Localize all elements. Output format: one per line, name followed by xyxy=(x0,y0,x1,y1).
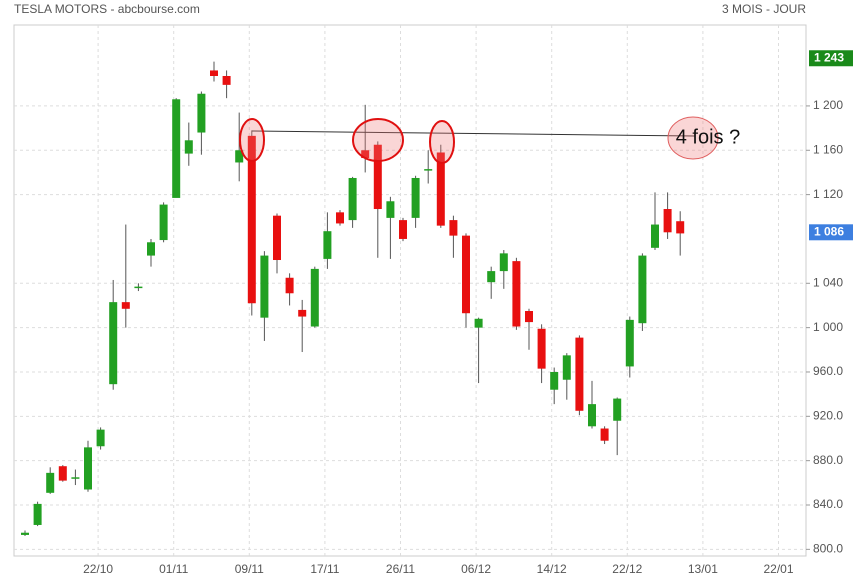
candle-body xyxy=(462,235,470,314)
y-tick-label: 1 120 xyxy=(813,187,843,201)
candle-body xyxy=(33,503,42,525)
candle-body xyxy=(512,261,521,327)
price-marker-label: 1 086 xyxy=(814,224,844,238)
candle-body xyxy=(348,177,357,221)
highlight xyxy=(667,116,719,160)
candle-body xyxy=(474,318,483,328)
x-tick-label: 22/12 xyxy=(612,562,642,576)
candle-body xyxy=(134,286,143,289)
candle-body xyxy=(58,466,67,481)
x-tick-label: 13/01 xyxy=(688,562,718,576)
grid xyxy=(14,25,806,556)
candle-body xyxy=(424,169,433,171)
candle-body xyxy=(373,144,382,210)
candle-body xyxy=(386,201,395,218)
candle-body xyxy=(525,311,533,323)
candle-body xyxy=(121,302,130,309)
candle-body xyxy=(625,319,634,367)
candle-body xyxy=(273,215,281,261)
candle-body xyxy=(537,328,546,369)
candle-body xyxy=(436,152,445,226)
candle-body xyxy=(487,271,496,283)
highlight xyxy=(239,118,265,162)
candle-body xyxy=(96,429,105,447)
y-tick-label: 1 000 xyxy=(813,320,843,334)
candle-body xyxy=(449,220,458,236)
candle-body xyxy=(298,309,307,317)
resistance-line xyxy=(251,130,696,137)
candle-body xyxy=(361,150,370,159)
candle-body xyxy=(588,404,596,427)
axis: 800.0 840.0 880.0 920.0 960.0 1 000 1 040 1 120… xyxy=(83,50,853,576)
candle-body xyxy=(235,150,244,163)
candle-body xyxy=(336,212,344,224)
y-tick-label: 800.0 xyxy=(813,542,843,556)
candle-body xyxy=(651,224,659,248)
y-tick-label: 960.0 xyxy=(813,364,843,378)
price-marker-label: 1 243 xyxy=(814,50,844,64)
candle-body xyxy=(638,255,647,324)
price-marker xyxy=(809,224,853,241)
candle-body xyxy=(663,209,672,233)
candle-body xyxy=(411,177,420,218)
x-tick-label: 22/10 xyxy=(83,562,113,576)
candle-body xyxy=(210,70,218,76)
candle-body xyxy=(613,398,622,421)
candle-body xyxy=(147,242,155,256)
candle-body xyxy=(46,472,55,493)
candle-body xyxy=(323,231,332,259)
x-tick-label: 01/11 xyxy=(159,562,188,576)
y-tick-label: 1 040 xyxy=(813,275,843,289)
candle-body xyxy=(222,75,231,85)
x-tick-label: 26/11 xyxy=(386,562,415,576)
candle-body xyxy=(399,220,407,239)
price-marker xyxy=(809,50,853,67)
candle-body xyxy=(71,477,80,479)
candle-body xyxy=(550,371,559,390)
y-tick-label: 920.0 xyxy=(813,408,843,422)
plot-frame xyxy=(13,24,807,557)
y-tick-label: 840.0 xyxy=(813,497,843,511)
candles xyxy=(21,61,685,537)
candle-body xyxy=(260,255,269,318)
candle-body xyxy=(247,135,256,304)
candle-body xyxy=(600,428,609,441)
candle-body xyxy=(562,355,571,380)
y-tick-label: 1 160 xyxy=(813,142,843,156)
candle-body xyxy=(109,302,118,385)
annotation: 4 fois ? xyxy=(676,126,740,148)
highlight xyxy=(352,118,404,162)
x-tick-label: 17/11 xyxy=(310,562,339,576)
chart-subtitle: 3 MOIS - JOUR xyxy=(722,2,806,16)
y-tick-label: 880.0 xyxy=(813,453,843,467)
highlight xyxy=(429,120,455,164)
chart-title: TESLA MOTORS - abcbourse.com xyxy=(14,2,200,16)
candle-body xyxy=(159,204,168,241)
candle-body xyxy=(197,93,206,133)
x-tick-label: 09/11 xyxy=(235,562,264,576)
candle-body xyxy=(676,221,685,234)
candle-body xyxy=(172,99,181,198)
candle-body xyxy=(84,447,92,490)
drawing: 4 fois ? xyxy=(239,116,740,164)
candle-body xyxy=(21,532,29,535)
x-tick-label: 06/12 xyxy=(461,562,491,576)
y-tick-label: 1 200 xyxy=(813,98,843,112)
candle-body xyxy=(285,277,294,294)
candle-body xyxy=(575,337,584,411)
candle-body xyxy=(499,253,508,272)
candle-body xyxy=(184,140,193,154)
x-tick-label: 14/12 xyxy=(537,562,567,576)
x-tick-label: 22/01 xyxy=(763,562,793,576)
candle-body xyxy=(310,268,319,327)
